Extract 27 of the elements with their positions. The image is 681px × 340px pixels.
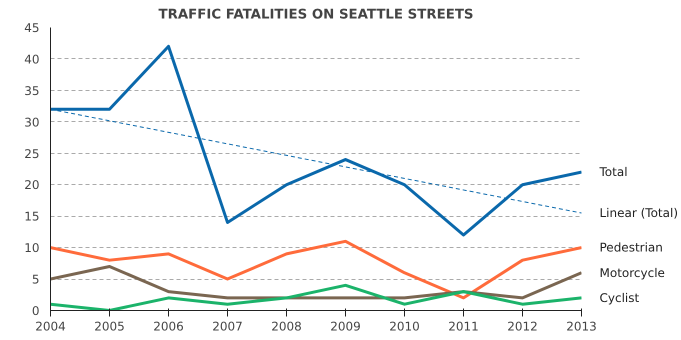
series-label: Motorcycle	[600, 266, 665, 280]
line-series	[50, 240, 582, 300]
series-label: Total	[598, 165, 628, 180]
x-tick-label: 2012	[507, 320, 538, 334]
series-label: Cyclist	[600, 290, 640, 305]
y-tick-label: 40	[24, 52, 40, 66]
x-tick-label: 2011	[448, 320, 479, 334]
y-tick-label: 25	[24, 146, 40, 161]
x-tick-label: 2006	[153, 320, 184, 334]
x-tick-label: 2009	[330, 320, 361, 334]
y-tick-label: 5	[32, 272, 40, 287]
x-tick-label: 2005	[94, 320, 125, 334]
x-tick-label: 2013	[566, 320, 597, 334]
x-tick-label: 2008	[271, 320, 302, 334]
x-tick-label: 2007	[212, 320, 243, 334]
y-tick-label: 0	[32, 304, 40, 318]
x-tick-label: 2010	[389, 320, 420, 334]
series-label: Pedestrian	[600, 240, 663, 255]
x-tick-label: 2004	[35, 320, 66, 334]
y-tick-label: 30	[24, 115, 40, 130]
y-tick-label: 45	[24, 21, 40, 35]
y-tick-label: 35	[24, 84, 40, 98]
y-tick-label: 10	[24, 241, 40, 256]
series-label: Linear (Total)	[600, 206, 678, 220]
chart-title: TRAFFIC FATALITIES ON SEATTLE STREETS	[158, 8, 474, 22]
y-tick-label: 20	[24, 178, 40, 192]
y-tick-label: 15	[24, 210, 40, 224]
